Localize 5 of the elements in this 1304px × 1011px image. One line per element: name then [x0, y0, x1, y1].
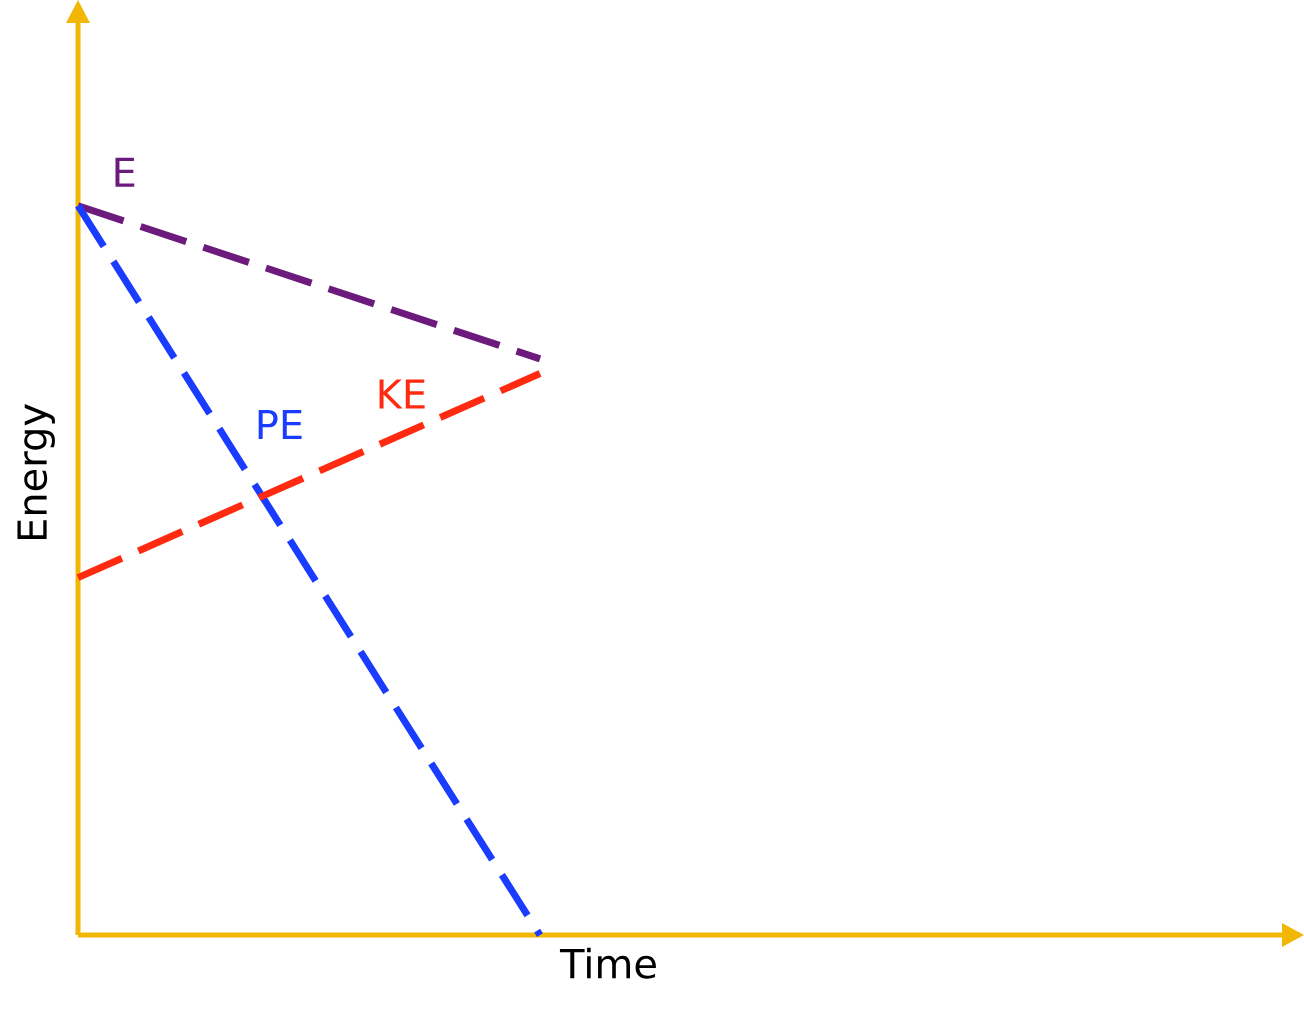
series-label: E: [115, 157, 135, 187]
series-label: KE: [379, 379, 425, 409]
x-axis-title: Time: [559, 947, 656, 979]
y-axis-title: Energy: [17, 404, 55, 540]
series-label: PE: [258, 409, 302, 440]
